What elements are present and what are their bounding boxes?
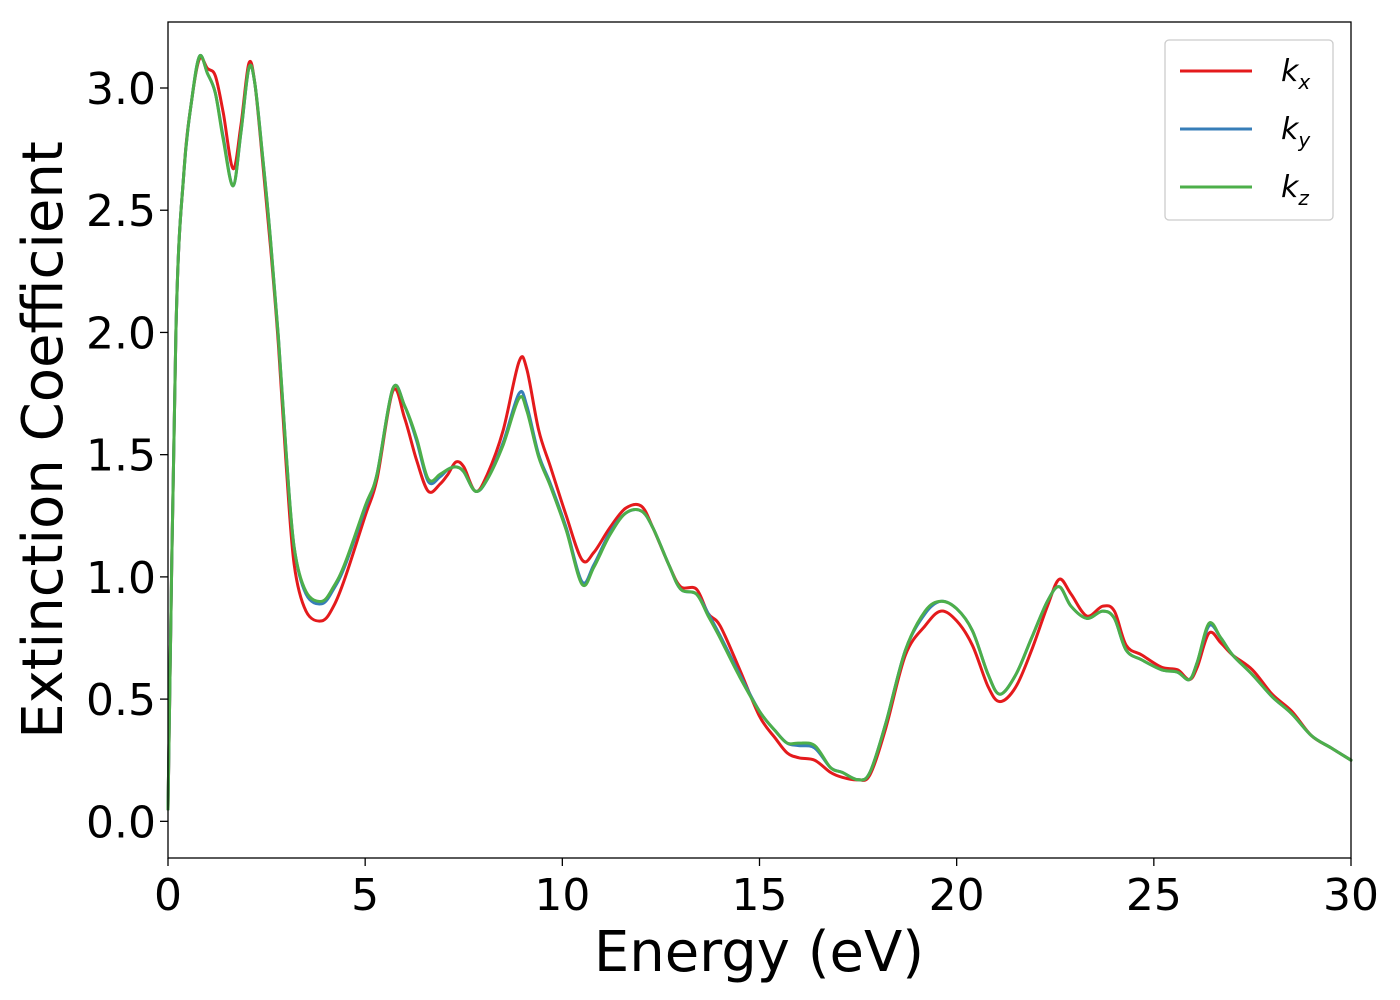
x-tick-label: 25 <box>1126 870 1182 921</box>
y-tick-label: 0.5 <box>86 675 156 726</box>
legend-label-ky: ky <box>1281 112 1311 152</box>
legend-label-kx: kx <box>1281 54 1310 94</box>
y-tick-label: 1.5 <box>86 431 156 482</box>
x-tick-label: 15 <box>732 870 788 921</box>
y-axis-title: Extinction Coefficient <box>11 141 76 739</box>
y-tick-label: 3.0 <box>86 64 156 115</box>
legend-label-kz: kz <box>1281 170 1309 210</box>
y-tick-label: 2.5 <box>86 186 156 237</box>
legend: kx ky kz <box>1164 39 1334 221</box>
x-tick-label: 0 <box>154 870 182 921</box>
y-tick-label: 1.0 <box>86 553 156 604</box>
x-axis-ticks: 0 5 10 15 20 25 30 <box>154 858 1379 921</box>
series-line-kz <box>166 53 1353 811</box>
y-tick-label: 0.0 <box>86 797 156 848</box>
x-tick-label: 10 <box>534 870 590 921</box>
y-axis-ticks: 0.0 0.5 1.0 1.5 2.0 2.5 3.0 <box>86 64 168 848</box>
series-layer <box>166 53 1353 811</box>
x-axis-title: Energy (eV) <box>594 920 924 985</box>
y-tick-label: 2.0 <box>86 308 156 359</box>
x-tick-label: 5 <box>351 870 379 921</box>
x-tick-label: 30 <box>1323 870 1379 921</box>
x-tick-label: 20 <box>929 870 985 921</box>
